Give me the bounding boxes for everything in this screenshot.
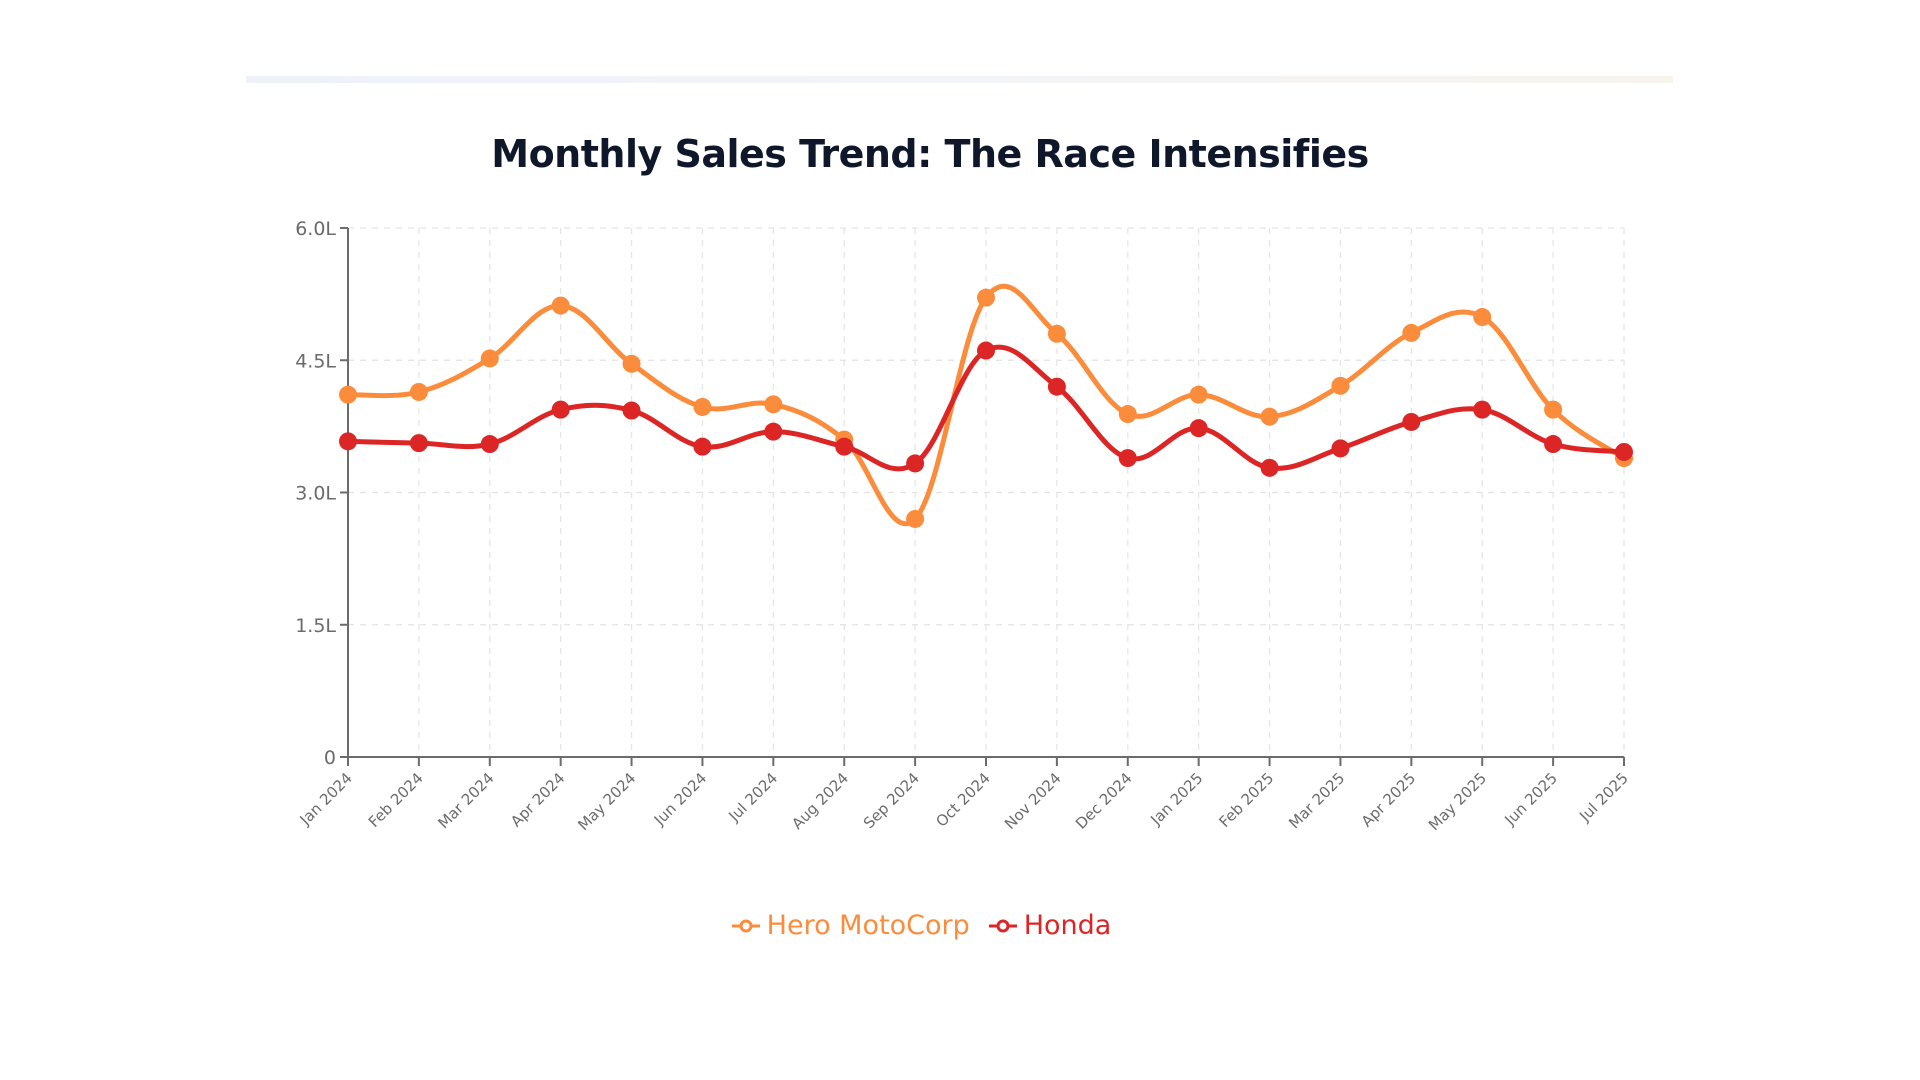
data-point[interactable]: Honda Jun 2025: 3.55L bbox=[1544, 435, 1563, 454]
x-tick-label: Sep 2024 bbox=[860, 769, 923, 832]
line-circle-icon bbox=[988, 919, 1017, 932]
y-tick-label: 1.5L bbox=[295, 615, 336, 637]
data-point[interactable]: Honda Mar 2024: 3.55L bbox=[480, 435, 499, 454]
data-point[interactable]: Hero MotoCorp Feb 2024: 4.14L bbox=[409, 382, 428, 401]
legend-label: Honda bbox=[1023, 910, 1112, 941]
y-tick-label: 4.5L bbox=[295, 350, 336, 372]
x-tick-label: Jun 2024 bbox=[650, 769, 710, 829]
x-tick-label: Apr 2024 bbox=[507, 769, 568, 830]
x-tick-label: Nov 2024 bbox=[1001, 769, 1065, 833]
x-tick-label: Jan 2024 bbox=[296, 769, 356, 829]
data-point[interactable]: Honda Jun 2024: 3.52L bbox=[693, 437, 712, 456]
data-point[interactable]: Hero MotoCorp Jan 2024: 4.11L bbox=[339, 385, 357, 404]
x-tick-label: Mar 2024 bbox=[434, 769, 497, 832]
chart-title: Monthly Sales Trend: The Race Intensifie… bbox=[491, 132, 1369, 176]
header-accent-bar bbox=[246, 76, 1673, 83]
x-tick-label: Dec 2024 bbox=[1072, 769, 1136, 833]
series-honda: Honda Jan 2024: 3.58L Honda Feb 2024: 3.5… bbox=[339, 341, 1633, 477]
data-point[interactable]: Hero MotoCorp Jun 2024: 3.97L bbox=[693, 397, 712, 416]
data-point[interactable]: Hero MotoCorp Jan 2025: 4.11L bbox=[1189, 385, 1208, 404]
x-tick-label: Jun 2025 bbox=[1501, 769, 1561, 829]
data-point[interactable]: Honda Jul 2024: 3.69L bbox=[764, 422, 783, 441]
data-point[interactable]: Honda Feb 2025: 3.28L bbox=[1260, 458, 1279, 477]
data-point[interactable]: Honda May 2024: 3.93L bbox=[622, 401, 641, 420]
legend-label: Hero MotoCorp bbox=[766, 910, 970, 941]
x-tick-label: Jul 2025 bbox=[1575, 769, 1632, 826]
data-point[interactable]: Hero MotoCorp May 2025: 4.99L bbox=[1473, 308, 1492, 327]
data-point[interactable]: Honda Dec 2024: 3.39L bbox=[1118, 449, 1137, 468]
y-tick-label: 0 bbox=[324, 747, 336, 769]
x-tick-label: Oct 2024 bbox=[932, 769, 993, 830]
data-point[interactable]: Hero MotoCorp Mar 2025: 4.21L bbox=[1331, 376, 1350, 395]
x-tick-label: Feb 2025 bbox=[1216, 769, 1278, 831]
data-point[interactable]: Honda Mar 2025: 3.5L bbox=[1331, 439, 1350, 458]
x-tick-label: May 2024 bbox=[574, 769, 639, 834]
data-point[interactable]: Hero MotoCorp Apr 2025: 4.81L bbox=[1402, 323, 1421, 342]
data-point[interactable]: Hero MotoCorp Feb 2025: 3.86L bbox=[1260, 407, 1279, 426]
data-point[interactable]: Hero MotoCorp Nov 2024: 4.8L bbox=[1047, 324, 1066, 343]
x-tick-label: Jan 2025 bbox=[1146, 769, 1206, 829]
x-tick-label: Mar 2025 bbox=[1285, 769, 1348, 832]
grid-lines bbox=[348, 227, 1625, 757]
series-line bbox=[347, 283, 1626, 527]
data-point[interactable]: Hero MotoCorp May 2024: 4.46L bbox=[622, 354, 641, 373]
data-point[interactable]: Honda Nov 2024: 4.2L bbox=[1047, 377, 1066, 396]
data-point[interactable]: Hero MotoCorp Oct 2024: 5.21L bbox=[977, 288, 995, 307]
y-axis-ticks: 0 1.5L 3.0L 4.5L 6.0L bbox=[295, 218, 348, 769]
data-point[interactable]: Hero MotoCorp Dec 2024: 3.89L bbox=[1118, 405, 1137, 424]
x-tick-label: Feb 2024 bbox=[365, 769, 427, 831]
data-point[interactable]: Hero MotoCorp Mar 2024: 4.52L bbox=[480, 349, 499, 368]
data-point[interactable]: Honda May 2025: 3.94L bbox=[1473, 400, 1492, 419]
data-point[interactable]: Honda Aug 2024: 3.52L bbox=[835, 437, 854, 456]
data-point[interactable]: Honda Jul 2025: 3.46L bbox=[1615, 442, 1633, 461]
data-point[interactable]: Honda Sep 2024: 3.33L bbox=[906, 454, 925, 473]
x-tick-label: Jul 2024 bbox=[725, 769, 782, 826]
x-tick-label: Apr 2025 bbox=[1358, 769, 1419, 830]
legend-item-hero-motocorp[interactable]: Hero MotoCorp bbox=[731, 910, 970, 941]
series-hero-motocorp: Hero MotoCorp Jan 2024: 4.11L Hero MotoCo… bbox=[339, 283, 1633, 528]
y-tick-label: 3.0L bbox=[295, 483, 336, 505]
line-circle-icon bbox=[731, 919, 760, 932]
series-group: Hero MotoCorp Jan 2024: 4.11L Hero MotoCo… bbox=[339, 283, 1633, 528]
data-point[interactable]: Honda Oct 2024: 4.61L bbox=[977, 341, 995, 360]
data-point[interactable]: Honda Feb 2024: 3.56L bbox=[409, 434, 428, 453]
x-axis-ticks: Jan 2024 Feb 2024 Mar 2024 Apr 2024 May 2024… bbox=[296, 757, 1632, 834]
data-point[interactable]: Hero MotoCorp Jul 2024: 4L bbox=[764, 395, 783, 414]
data-point[interactable]: Honda Jan 2024: 3.58L bbox=[339, 432, 357, 451]
y-tick-label: 6.0L bbox=[295, 218, 336, 240]
legend-item-honda[interactable]: Honda bbox=[988, 910, 1112, 941]
data-point[interactable]: Hero MotoCorp Jun 2025: 3.94L bbox=[1544, 400, 1563, 419]
data-point[interactable]: Honda Apr 2025: 3.8L bbox=[1402, 412, 1421, 431]
chart-legend: Hero MotoCorp Honda bbox=[0, 910, 1842, 941]
data-point[interactable]: Hero MotoCorp Apr 2024: 5.12L bbox=[551, 296, 570, 315]
data-point[interactable]: Honda Jan 2025: 3.73L bbox=[1189, 419, 1208, 438]
x-tick-label: May 2025 bbox=[1425, 769, 1490, 834]
data-point[interactable]: Hero MotoCorp Sep 2024: 2.7L bbox=[906, 509, 925, 528]
data-point[interactable]: Honda Apr 2024: 3.94L bbox=[551, 400, 570, 419]
x-tick-label: Aug 2024 bbox=[788, 769, 852, 833]
